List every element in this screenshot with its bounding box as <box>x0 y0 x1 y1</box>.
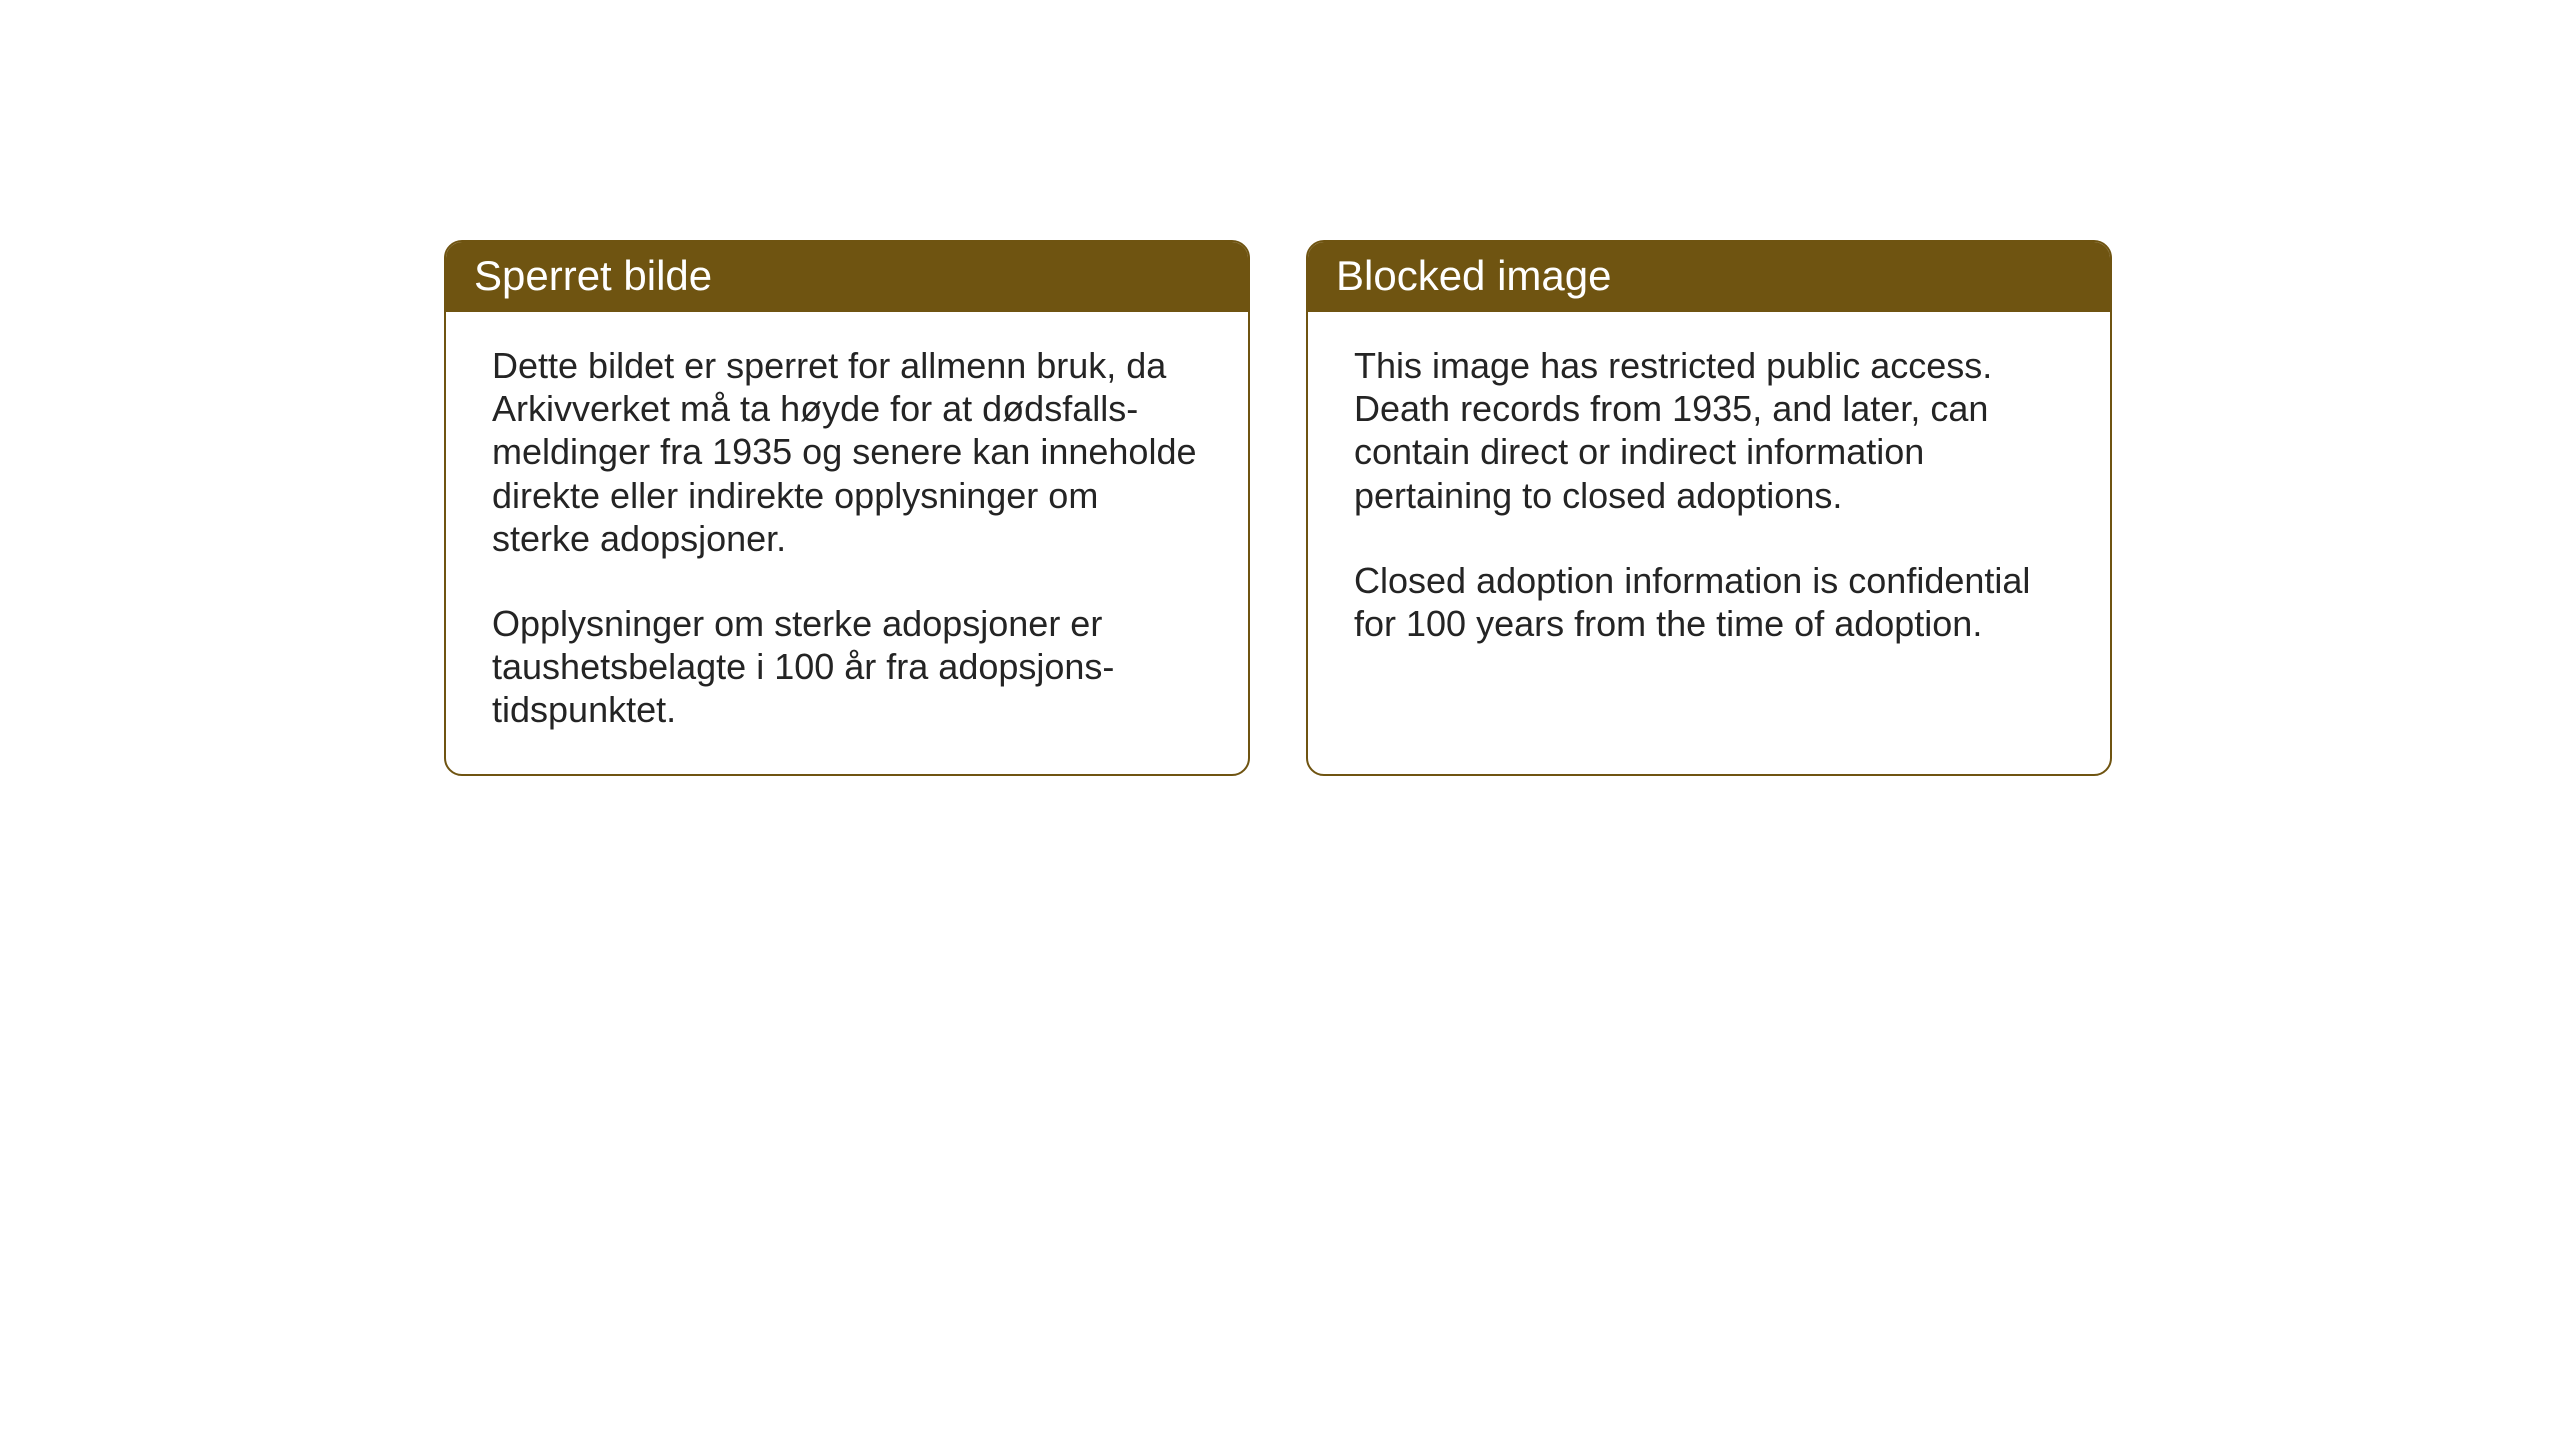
card-paragraph-2: Opplysninger om sterke adopsjoner er tau… <box>492 602 1202 732</box>
card-body-english: This image has restricted public access.… <box>1308 312 2110 687</box>
cards-container: Sperret bilde Dette bildet er sperret fo… <box>444 240 2112 776</box>
card-header-english: Blocked image <box>1308 242 2110 312</box>
card-paragraph-2: Closed adoption information is confident… <box>1354 559 2064 645</box>
card-paragraph-1: Dette bildet er sperret for allmenn bruk… <box>492 344 1202 560</box>
card-body-norwegian: Dette bildet er sperret for allmenn bruk… <box>446 312 1248 774</box>
card-paragraph-1: This image has restricted public access.… <box>1354 344 2064 517</box>
blocked-image-card-english: Blocked image This image has restricted … <box>1306 240 2112 776</box>
blocked-image-card-norwegian: Sperret bilde Dette bildet er sperret fo… <box>444 240 1250 776</box>
card-header-norwegian: Sperret bilde <box>446 242 1248 312</box>
